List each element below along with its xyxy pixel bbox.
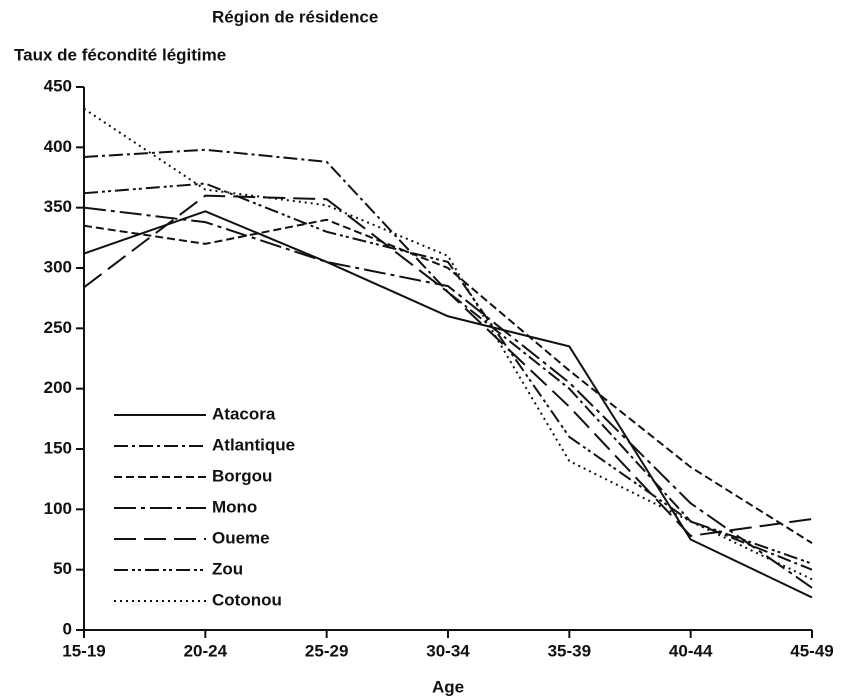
y-tick-label: 400 [44, 137, 72, 156]
x-tick-label: 45-49 [790, 641, 833, 660]
y-tick-label: 350 [44, 197, 72, 216]
x-axis-label: Age [432, 677, 464, 696]
x-tick-label: 35-39 [548, 641, 591, 660]
y-tick-label: 50 [53, 559, 72, 578]
x-tick-label: 15-19 [62, 641, 105, 660]
y-axis-label: Taux de fécondité légitime [14, 45, 226, 64]
chart-title: Région de résidence [212, 7, 378, 26]
y-tick-label: 150 [44, 438, 72, 457]
legend-label: Cotonou [212, 590, 282, 609]
x-tick-label: 25-29 [305, 641, 348, 660]
series-line [83, 182, 813, 565]
series-line [83, 107, 813, 581]
y-tick-label: 300 [44, 257, 72, 276]
series-line [83, 206, 813, 589]
y-tick-label: 450 [44, 76, 72, 95]
y-tick-label: 200 [44, 378, 72, 397]
y-tick-label: 0 [63, 619, 72, 638]
legend-label: Oueme [212, 528, 270, 547]
legend-label: Mono [212, 497, 257, 516]
y-tick-label: 250 [44, 318, 72, 337]
x-tick-label: 30-34 [426, 641, 470, 660]
series-line [83, 210, 813, 599]
x-tick-label: 20-24 [184, 641, 228, 660]
legend-label: Atlantique [212, 435, 295, 454]
legend-label: Atacora [212, 404, 276, 423]
x-tick-label: 40-44 [669, 641, 713, 660]
series-line [83, 194, 813, 537]
series-line [83, 218, 813, 544]
y-tick-label: 100 [44, 499, 72, 518]
legend-label: Zou [212, 559, 243, 578]
legend-label: Borgou [212, 466, 272, 485]
series-line [83, 148, 813, 571]
